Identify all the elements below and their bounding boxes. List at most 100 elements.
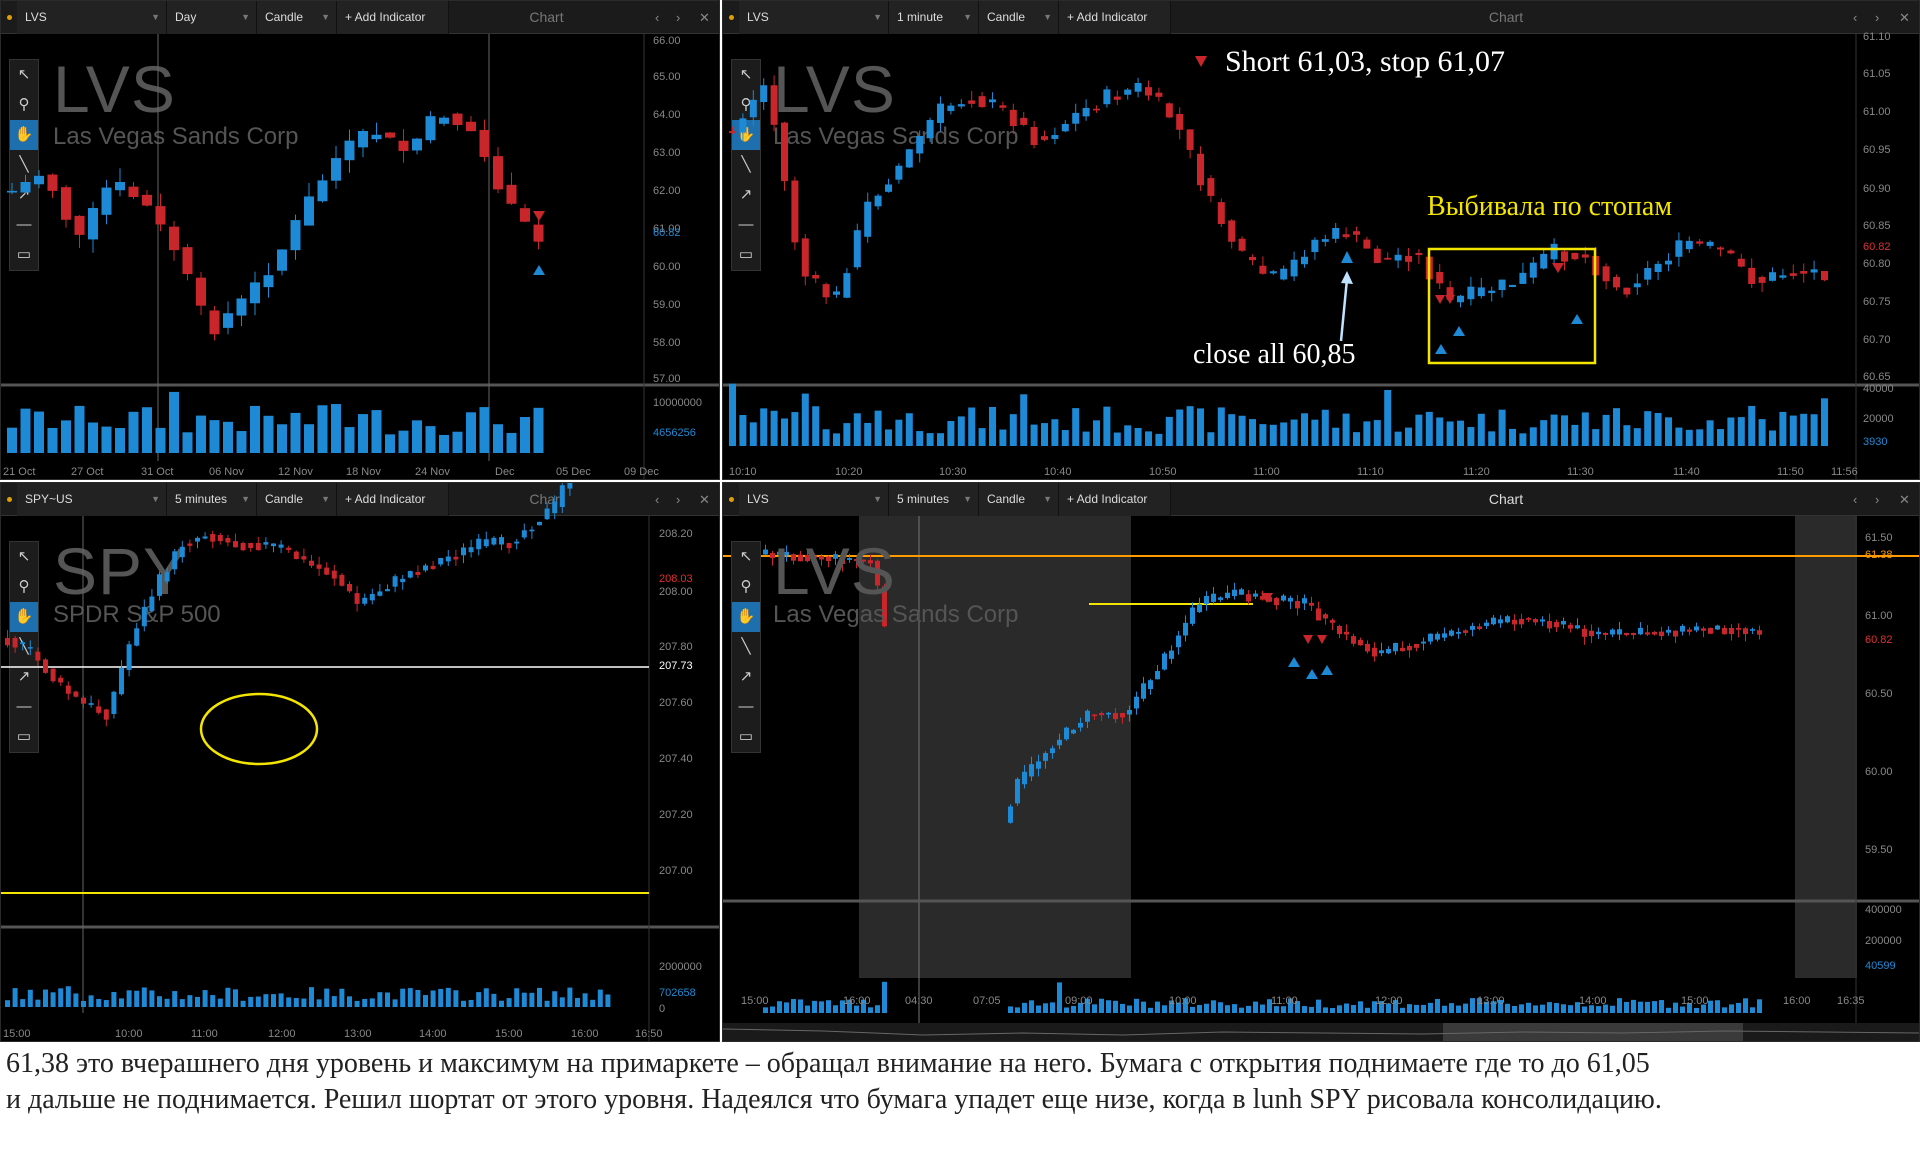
rect-icon[interactable]: ▭	[16, 728, 32, 745]
candle	[1708, 628, 1713, 634]
volume-bar	[791, 999, 796, 1013]
volume-bar	[412, 420, 422, 453]
add-indicator-button[interactable]: + Add Indicator	[1059, 1, 1171, 34]
volume-bar	[1701, 1004, 1706, 1013]
candle	[763, 549, 768, 555]
arrow-icon[interactable]: ↗	[17, 668, 31, 685]
rect-icon[interactable]: ▭	[738, 246, 754, 263]
arrow-icon[interactable]: ↗	[739, 186, 753, 203]
candle	[1631, 633, 1636, 636]
rect-icon[interactable]: ▭	[738, 728, 754, 745]
price-chart-tl[interactable]	[1, 1, 720, 480]
symbol-selector[interactable]: SPY~US ▼	[17, 483, 167, 516]
volume-bar	[1810, 414, 1818, 446]
arrow-icon[interactable]: ↗	[739, 668, 753, 685]
candle	[1659, 631, 1664, 637]
hline-icon[interactable]: —	[16, 216, 32, 233]
candle	[309, 560, 314, 566]
volume-bar	[1613, 408, 1620, 446]
interval-selector[interactable]: 5 minutes ▼	[889, 483, 979, 516]
candle	[172, 551, 178, 570]
more-icon[interactable]: ›	[1875, 10, 1880, 25]
candle	[1267, 597, 1272, 602]
line-icon[interactable]: ╲	[741, 156, 751, 173]
add-indicator-button[interactable]: + Add Indicator	[1059, 483, 1171, 516]
add-indicator-button[interactable]: + Add Indicator	[337, 483, 449, 516]
chart-type-selector[interactable]: Candle ▼	[979, 1, 1059, 34]
zoom-icon[interactable]: ⚲	[740, 578, 752, 595]
hand-icon[interactable]: ✋	[10, 602, 38, 632]
volume-bar	[1550, 414, 1558, 446]
interval-selector[interactable]: 1 minute ▼	[889, 1, 979, 34]
candle	[1085, 710, 1090, 722]
candle	[1029, 764, 1034, 777]
x-tick: 12:00	[1375, 995, 1403, 1007]
volume-bar	[1644, 411, 1652, 446]
candle	[1779, 275, 1787, 278]
price-chart-br[interactable]	[723, 483, 1920, 1042]
candle	[50, 668, 56, 682]
interval-selector[interactable]: 5 minutes ▼	[167, 483, 257, 516]
chart-type-selector[interactable]: Candle ▼	[257, 1, 337, 34]
hline-icon[interactable]: —	[738, 698, 754, 715]
zoom-icon[interactable]: ⚲	[740, 96, 752, 113]
annotation-close-all: close all 60,85	[1193, 339, 1356, 370]
add-indicator-button[interactable]: + Add Indicator	[337, 1, 449, 34]
price-chart-bl[interactable]	[1, 483, 720, 1042]
hline-icon[interactable]: —	[16, 698, 32, 715]
collapse-icon[interactable]: ‹	[1853, 10, 1858, 25]
candle	[1120, 713, 1125, 718]
pointer-icon[interactable]: ↖	[739, 548, 753, 565]
pointer-icon[interactable]: ↖	[17, 548, 31, 565]
volume-bar	[339, 988, 345, 1007]
caption-line: и дальше не поднимается. Решил шортат от…	[6, 1084, 1662, 1115]
symbol-selector[interactable]: LVS ▼	[739, 483, 889, 516]
candle	[1311, 239, 1319, 253]
line-icon[interactable]: ╲	[19, 156, 29, 173]
volume-bar	[1155, 1001, 1160, 1013]
close-icon[interactable]: ✕	[1899, 10, 1910, 25]
candle	[1269, 271, 1277, 274]
line-icon[interactable]: ╲	[19, 638, 29, 655]
volume-bar	[1078, 1002, 1083, 1013]
hline-icon[interactable]: —	[738, 216, 754, 233]
close-icon[interactable]: ✕	[699, 10, 710, 25]
pointer-icon[interactable]: ↖	[739, 66, 753, 83]
candle	[1051, 135, 1059, 139]
candle	[1103, 89, 1111, 105]
volume-bar	[301, 998, 307, 1007]
last-price-tag: 60.82	[1865, 634, 1893, 646]
candle	[552, 501, 558, 514]
symbol-selector[interactable]: LVS ▼	[739, 1, 889, 34]
chart-type-selector[interactable]: Candle ▼	[979, 483, 1059, 516]
collapse-icon[interactable]: ‹	[1853, 492, 1858, 507]
volume-bar	[805, 1005, 810, 1013]
interval-selector[interactable]: Day ▼	[167, 1, 257, 34]
collapse-icon[interactable]: ‹	[655, 492, 660, 507]
close-icon[interactable]: ✕	[699, 492, 710, 507]
candle	[882, 586, 887, 627]
close-icon[interactable]: ✕	[1899, 492, 1910, 507]
hand-icon[interactable]: ✋	[732, 602, 760, 632]
volume-tick: 200000	[1865, 935, 1902, 947]
zoom-icon[interactable]: ⚲	[18, 96, 30, 113]
volume-bar	[1394, 431, 1402, 446]
hand-icon[interactable]: ✋	[10, 120, 38, 150]
collapse-icon[interactable]: ‹	[655, 10, 660, 25]
zoom-icon[interactable]: ⚲	[18, 578, 30, 595]
candle	[1093, 108, 1100, 111]
price-chart-tr[interactable]	[723, 1, 1920, 480]
y-tick: 59.00	[653, 299, 681, 311]
rect-icon[interactable]: ▭	[16, 246, 32, 263]
volume-bar	[1449, 1003, 1454, 1013]
more-icon[interactable]: ›	[676, 10, 681, 25]
candle	[1288, 597, 1293, 602]
symbol-selector[interactable]: LVS ▼	[17, 1, 167, 34]
more-icon[interactable]: ›	[1875, 492, 1880, 507]
pointer-icon[interactable]: ↖	[17, 66, 31, 83]
more-icon[interactable]: ›	[676, 492, 681, 507]
chart-type-selector[interactable]: Candle ▼	[257, 483, 337, 516]
line-icon[interactable]: ╲	[741, 638, 751, 655]
candle	[1176, 114, 1184, 130]
volume-bar	[520, 416, 530, 453]
